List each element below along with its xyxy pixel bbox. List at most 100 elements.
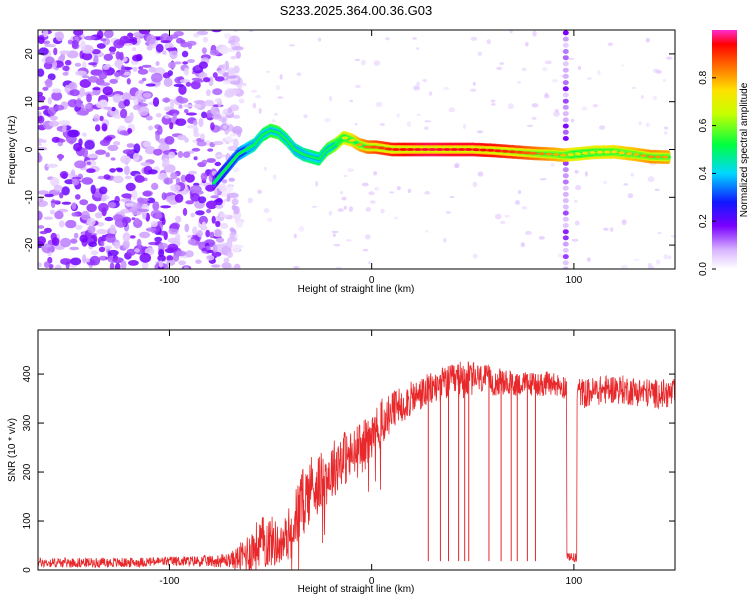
noise-speckle	[84, 140, 95, 150]
noise-speckle	[148, 125, 154, 131]
noise-speckle	[79, 234, 88, 243]
noise-speckle	[193, 100, 206, 104]
noise-speckle	[375, 101, 383, 108]
noise-speckle	[173, 61, 182, 65]
noise-speckle	[490, 99, 496, 103]
chart-title: S233.2025.364.00.36.G03	[280, 3, 433, 18]
noise-speckle	[407, 188, 411, 194]
noise-speckle	[108, 202, 116, 209]
noise-speckle	[186, 124, 198, 129]
noise-speckle	[194, 79, 204, 83]
noise-speckle	[198, 196, 207, 204]
artifact-speckle	[562, 254, 569, 260]
ridge-peak	[407, 148, 414, 151]
noise-speckle	[544, 93, 550, 99]
noise-speckle	[38, 236, 46, 245]
noise-speckle	[45, 78, 53, 88]
noise-speckle	[341, 196, 347, 201]
noise-speckle	[47, 97, 53, 105]
noise-speckle	[112, 175, 124, 184]
noise-speckle	[86, 161, 92, 165]
spectrogram-x-label: Height of straight line (km)	[298, 284, 415, 295]
noise-speckle	[443, 86, 450, 91]
artifact-speckle	[562, 204, 569, 210]
noise-speckle	[147, 169, 158, 175]
noise-speckle	[592, 104, 599, 108]
noise-speckle	[667, 255, 672, 260]
noise-speckle	[131, 217, 136, 221]
ridge-peak	[363, 145, 371, 149]
noise-speckle	[182, 151, 191, 158]
ridge-peak	[443, 148, 451, 151]
artifact-speckle	[562, 179, 569, 185]
noise-speckle	[550, 162, 555, 167]
noise-speckle	[96, 43, 106, 49]
noise-speckle	[43, 261, 50, 269]
noise-speckle	[46, 163, 59, 168]
noise-speckle	[99, 115, 104, 121]
snr-plot-area	[38, 330, 675, 570]
noise-speckle	[328, 210, 333, 216]
noise-speckle	[79, 79, 92, 88]
noise-speckle	[190, 212, 195, 218]
noise-speckle	[374, 186, 380, 191]
noise-speckle	[424, 229, 429, 233]
spectrogram-y-tick-label: -10	[24, 190, 35, 205]
ridge-peak	[348, 139, 356, 142]
noise-speckle	[168, 227, 179, 235]
noise-speckle	[178, 260, 187, 266]
noise-speckle	[214, 229, 222, 237]
noise-speckle	[162, 50, 167, 55]
noise-speckle	[423, 78, 427, 83]
noise-speckle	[59, 192, 64, 199]
noise-speckle	[424, 126, 429, 130]
noise-speckle	[373, 171, 378, 176]
noise-speckle	[124, 43, 134, 47]
noise-speckle	[81, 132, 87, 137]
noise-speckle	[142, 191, 152, 197]
noise-speckle	[125, 202, 134, 207]
artifact-speckle	[562, 117, 569, 123]
noise-speckle	[265, 70, 270, 73]
noise-speckle	[102, 64, 110, 70]
noise-speckle	[472, 181, 478, 188]
noise-speckle	[664, 131, 668, 135]
noise-speckle	[148, 66, 157, 73]
noise-speckle	[132, 54, 142, 62]
noise-speckle	[486, 39, 491, 45]
noise-speckle	[54, 210, 64, 220]
artifact-speckle	[562, 185, 569, 191]
noise-speckle	[120, 260, 127, 269]
noise-speckle	[80, 210, 90, 221]
noise-speckle	[195, 210, 205, 216]
noise-speckle	[64, 59, 72, 66]
noise-speckle	[231, 231, 235, 238]
noise-speckle	[277, 96, 284, 99]
noise-speckle	[94, 212, 103, 219]
noise-speckle	[71, 178, 80, 186]
ridge-peak	[632, 153, 640, 156]
noise-speckle	[226, 75, 237, 79]
noise-speckle	[396, 186, 401, 191]
noise-speckle	[38, 225, 45, 229]
noise-speckle	[60, 258, 72, 265]
noise-speckle	[250, 89, 258, 93]
noise-speckle	[88, 241, 97, 248]
ridge-peak	[341, 136, 349, 140]
noise-speckle	[211, 113, 222, 120]
noise-speckle	[227, 145, 239, 151]
noise-speckle	[531, 116, 537, 120]
noise-speckle	[44, 193, 54, 198]
noise-speckle	[167, 243, 179, 252]
noise-speckle	[219, 212, 225, 215]
spectrogram-y-tick-label: 0	[24, 146, 35, 152]
noise-speckle	[337, 208, 344, 212]
snr-line	[38, 361, 675, 570]
noise-speckle	[70, 169, 76, 177]
noise-speckle	[154, 236, 163, 243]
noise-speckle	[248, 30, 254, 33]
noise-speckle	[39, 230, 48, 235]
noise-speckle	[217, 44, 224, 50]
noise-speckle	[181, 50, 189, 58]
snr-frame	[37, 329, 676, 571]
